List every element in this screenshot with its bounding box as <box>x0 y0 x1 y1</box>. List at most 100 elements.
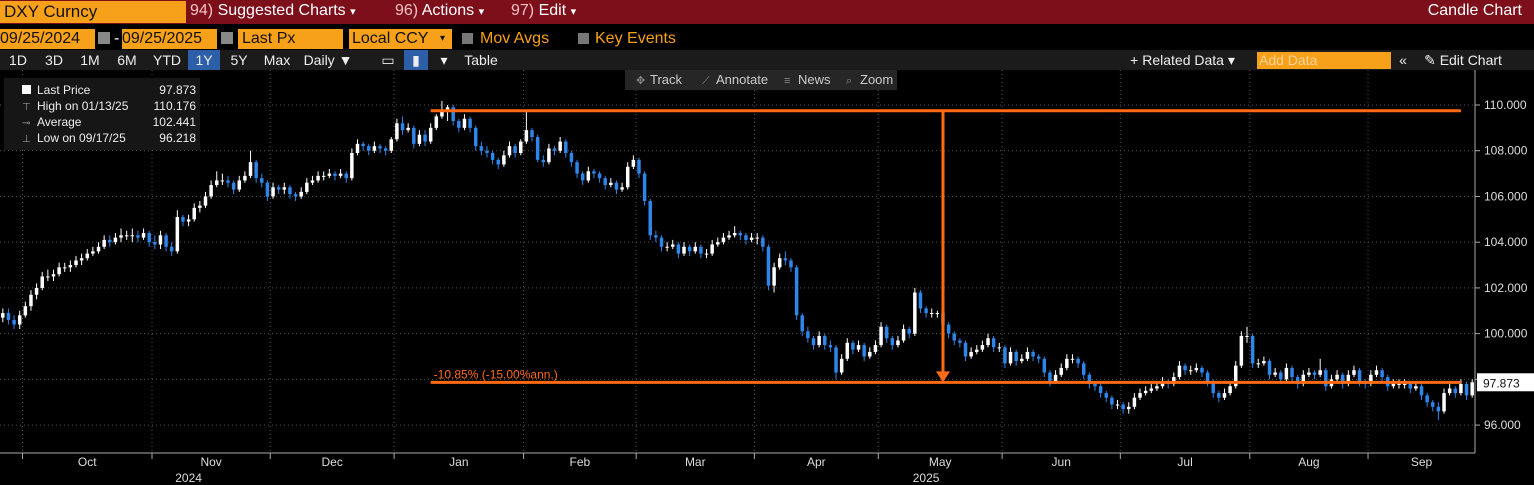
candle-body <box>1138 393 1142 398</box>
end-date[interactable]: 09/25/2025 <box>122 29 217 49</box>
candle-body <box>1340 374 1345 384</box>
candle-body <box>614 182 619 190</box>
last-price-tag <box>1477 373 1534 392</box>
candle-body <box>1284 367 1289 380</box>
table-button[interactable]: Table <box>464 52 498 68</box>
menu-item[interactable]: 97) Edit ▾ <box>511 2 577 19</box>
candle-body <box>1295 377 1300 384</box>
period-button[interactable]: Max <box>263 52 291 68</box>
candle-body <box>51 274 56 277</box>
candle-body <box>1042 358 1047 373</box>
candle-body <box>1098 386 1103 394</box>
check-label[interactable]: Mov Avgs <box>480 30 550 47</box>
candle-body <box>417 134 422 144</box>
collapse-button[interactable]: « <box>1399 52 1407 68</box>
add-data-input[interactable]: Add Data <box>1257 52 1391 69</box>
candle-body <box>141 233 146 238</box>
candle-body <box>648 201 652 236</box>
x-tick-label: Jan <box>449 455 468 469</box>
candle-body <box>231 182 236 190</box>
candle-body <box>597 173 602 179</box>
candle-body <box>1307 372 1311 375</box>
candle-body <box>153 242 157 245</box>
candle-body <box>935 313 940 315</box>
candle-body <box>473 127 478 147</box>
period-button[interactable]: 1D <box>9 52 27 68</box>
period-button[interactable]: YTD <box>153 52 181 68</box>
menu-item[interactable]: 94) Suggested Charts ▾ <box>190 2 356 19</box>
arrow-head <box>935 371 950 383</box>
candle-body <box>1408 383 1413 389</box>
candle-body <box>1 313 5 318</box>
candle-body <box>671 244 675 247</box>
period-button[interactable]: 1M <box>80 52 100 68</box>
candle-body <box>1335 374 1339 380</box>
candle-body <box>361 143 365 147</box>
currency-select[interactable]: Local CCY <box>349 29 442 49</box>
y-tick-label: 96.000 <box>1484 418 1521 432</box>
ticker-input[interactable]: DXY Curncy <box>0 1 186 23</box>
candle-body <box>1217 393 1221 398</box>
tool-button[interactable]: News <box>798 72 831 87</box>
chart: 96.00098.000100.000102.000104.000106.000… <box>0 70 1534 485</box>
candle-body <box>271 187 275 197</box>
menu-item[interactable]: 96) Actions ▾ <box>395 2 485 19</box>
candle-body <box>541 159 546 163</box>
related-button[interactable]: + Related Data ▾ <box>1130 52 1235 68</box>
frequency-select[interactable]: Daily ▼ <box>303 52 353 68</box>
checkbox[interactable] <box>462 33 473 44</box>
candle-body <box>237 180 242 190</box>
candle-body <box>1374 370 1379 375</box>
candle-body <box>676 244 681 254</box>
start-date[interactable]: 09/25/2024 <box>0 29 95 49</box>
candle-body <box>558 141 562 151</box>
checkbox[interactable] <box>578 33 589 44</box>
legend-icon: ⊥ <box>22 134 31 145</box>
chart-style-button[interactable]: ▭ <box>381 52 395 68</box>
field-select[interactable]: Last Px <box>238 29 343 49</box>
dropdown-arrow[interactable]: ▾ <box>440 29 452 49</box>
tools-bar <box>625 70 897 90</box>
candle-body <box>192 207 196 220</box>
legend-swatch <box>22 85 31 94</box>
stat-label: Average <box>37 115 82 129</box>
candle-body <box>85 253 90 259</box>
last-price-label: 97.873 <box>1483 376 1520 390</box>
candle-body <box>929 313 934 315</box>
x-tick-label: Jun <box>1052 455 1071 469</box>
check-label[interactable]: Key Events <box>595 30 676 47</box>
candle-body <box>890 338 895 346</box>
candle-body <box>220 180 225 182</box>
period-button[interactable]: 3D <box>45 52 63 68</box>
candle-body <box>1318 370 1322 375</box>
candle-body <box>1115 404 1120 406</box>
tool-button[interactable]: Annotate <box>716 72 768 87</box>
tool-button[interactable]: Zoom <box>860 72 893 87</box>
candle-body <box>806 331 810 339</box>
candle-body <box>372 146 377 151</box>
chart-style-button[interactable]: ▾ <box>440 52 448 68</box>
candle-body <box>1425 395 1429 403</box>
settings-bar: 09/25/2024 - 09/25/2025 Last Px Local CC… <box>0 26 1534 50</box>
edit-chart-button[interactable]: ✎ Edit Chart <box>1424 52 1502 68</box>
candle-body <box>738 233 743 236</box>
period-button[interactable]: 6M <box>117 52 137 68</box>
chart-style-button[interactable]: ▮ <box>404 50 428 70</box>
candle-body <box>389 139 394 151</box>
candle-body <box>395 123 399 140</box>
candle-body <box>519 141 523 154</box>
candle-body <box>654 235 658 238</box>
candle-body <box>124 235 129 237</box>
tool-button[interactable]: Track <box>650 72 683 87</box>
calendar-icon[interactable] <box>221 32 233 44</box>
calendar-icon[interactable] <box>98 32 110 44</box>
period-button[interactable]: 1Y <box>188 50 220 70</box>
candle-body <box>575 162 579 174</box>
menu-label: Edit <box>538 2 567 19</box>
period-button[interactable]: 5Y <box>230 52 248 68</box>
candle-body <box>552 148 557 151</box>
candle-body <box>766 246 771 286</box>
candle-body <box>1250 335 1255 364</box>
candle-body <box>687 246 692 252</box>
title-bar: DXY Curncy 94) Suggested Charts ▾ 96) Ac… <box>0 0 1534 24</box>
